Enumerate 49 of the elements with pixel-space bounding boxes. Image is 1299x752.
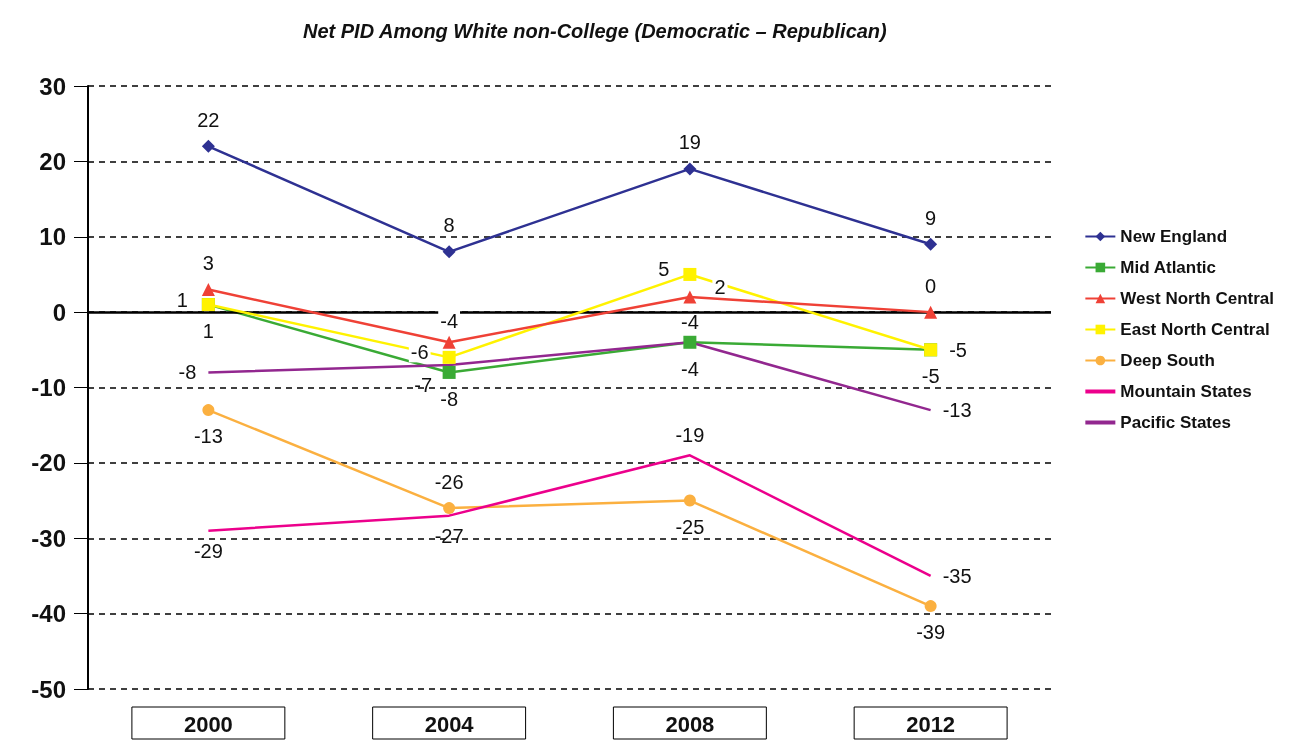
data-label: -5: [921, 365, 940, 388]
data-label: -8: [178, 361, 197, 384]
data-label: 22: [197, 108, 220, 131]
y-tick-label: -50: [31, 675, 66, 703]
data-label: 1: [202, 320, 214, 343]
legend-label: East North Central: [1120, 320, 1270, 339]
data-label: 19: [678, 131, 701, 154]
data-label: 2: [714, 276, 726, 299]
data-label: 8: [443, 214, 455, 237]
legend-label: New England: [1120, 227, 1228, 246]
data-label: -5: [949, 338, 967, 361]
data-label: -13: [942, 399, 972, 422]
data-label: 1: [176, 288, 188, 311]
legend-label: Deep South: [1120, 351, 1215, 370]
data-label: -26: [434, 471, 464, 494]
data-label: -4: [680, 311, 699, 334]
data-label: -6: [410, 341, 429, 364]
y-tick-label: -10: [31, 374, 66, 401]
data-label: -19: [675, 424, 705, 447]
y-tick-label: -40: [31, 600, 66, 628]
y-tick-label: 10: [39, 223, 66, 251]
legend-label: Mountain States: [1120, 382, 1252, 401]
data-label: -7: [414, 373, 433, 396]
data-label: -4: [440, 309, 459, 332]
y-tick-label: 30: [39, 72, 66, 100]
x-tick-label: 2004: [424, 711, 475, 737]
legend-label: West North Central: [1120, 289, 1275, 308]
data-label: -39: [916, 621, 946, 644]
data-label: -13: [193, 425, 223, 448]
data-label: -27: [434, 524, 464, 547]
x-tick-label: 2000: [183, 711, 233, 737]
data-label: -4: [680, 357, 699, 380]
data-label: 0: [925, 274, 937, 297]
data-label: 3: [202, 252, 214, 275]
x-tick-label: 2008: [665, 711, 715, 737]
chart-title: Net PID Among White non-College (Democratic – Republican): [303, 20, 888, 42]
y-tick-label: -20: [31, 449, 66, 477]
legend-label: Mid Atlantic: [1120, 258, 1217, 277]
data-label: -8: [440, 387, 459, 410]
legend-label: Pacific States: [1120, 413, 1231, 432]
x-tick-label: 2012: [906, 711, 956, 737]
y-tick-label: -30: [31, 524, 66, 552]
data-label: -35: [942, 564, 972, 587]
y-tick-label: 20: [39, 147, 66, 175]
data-label: -29: [193, 539, 223, 562]
y-tick-label: 0: [52, 298, 66, 326]
data-label: 5: [658, 258, 670, 281]
data-label: 9: [925, 206, 937, 229]
data-label: -25: [675, 515, 705, 538]
